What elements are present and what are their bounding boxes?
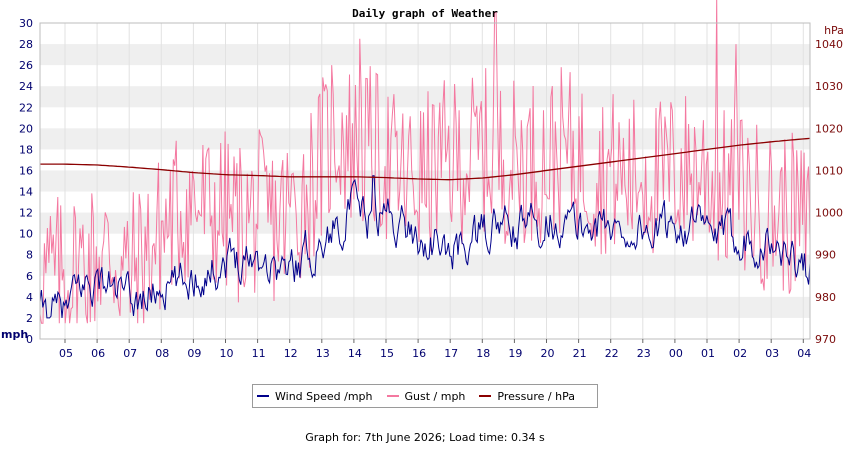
x-tick-label: 17 xyxy=(444,347,458,360)
x-tick-label: 10 xyxy=(220,347,234,360)
legend-label-gust: Gust / mph xyxy=(404,389,466,403)
x-tick-label: 22 xyxy=(605,347,619,360)
y-left-tick-label: 26 xyxy=(19,59,33,72)
y-right-tick-label: 1030 xyxy=(815,80,843,93)
x-tick-label: 02 xyxy=(733,347,747,360)
x-tick-label: 14 xyxy=(348,347,362,360)
left-axis-unit: mph xyxy=(1,328,28,341)
y-left-tick-label: 4 xyxy=(26,291,33,304)
grid-band xyxy=(40,254,810,276)
x-tick-label: 23 xyxy=(637,347,651,360)
x-tick-label: 12 xyxy=(284,347,298,360)
x-tick-label: 16 xyxy=(412,347,426,360)
y-right-tick-label: 990 xyxy=(815,249,836,262)
y-left-tick-label: 18 xyxy=(19,143,33,156)
y-right-tick-label: 1020 xyxy=(815,122,843,135)
y-left-tick-label: 14 xyxy=(19,186,33,199)
series-gust-line xyxy=(39,0,811,324)
right-axis-ticks: 970 980 990 1000 1010 1020 1030 1040 xyxy=(815,38,843,346)
footer-status: Graph for: 7th June 2026; Load time: 0.3… xyxy=(305,431,545,444)
x-tick-label: 04 xyxy=(797,347,811,360)
x-tick-label: 09 xyxy=(187,347,201,360)
y-left-tick-label: 22 xyxy=(19,101,33,114)
series-wind-line xyxy=(39,175,811,319)
x-tick-label: 21 xyxy=(573,347,587,360)
x-axis-ticks: 05 06 07 08 09 10 11 12 13 14 15 16 17 18 19 20 21 22 23 00… xyxy=(59,339,811,360)
legend: Wind Speed /mph Gust / mph Pressure / hP… xyxy=(252,384,598,408)
y-left-tick-label: 20 xyxy=(19,122,33,135)
x-tick-label: 15 xyxy=(380,347,394,360)
x-tick-label: 06 xyxy=(91,347,105,360)
x-tick-label: 19 xyxy=(508,347,522,360)
y-left-tick-label: 10 xyxy=(19,228,33,241)
x-tick-label: 05 xyxy=(59,347,73,360)
y-left-tick-label: 6 xyxy=(26,270,33,283)
series-layer xyxy=(39,0,811,324)
y-right-tick-label: 1040 xyxy=(815,38,843,51)
x-tick-label: 20 xyxy=(541,347,555,360)
series-pressure-line xyxy=(40,137,811,181)
y-right-tick-label: 1010 xyxy=(815,164,843,177)
x-tick-label: 18 xyxy=(476,347,490,360)
grid-band xyxy=(40,86,810,108)
legend-item-gust: Gust / mph xyxy=(386,389,466,403)
legend-label-wind: Wind Speed /mph xyxy=(275,389,373,403)
grid-band xyxy=(40,128,810,150)
legend-item-pressure: Pressure / hPa xyxy=(479,390,575,403)
x-tick-label: 08 xyxy=(155,347,169,360)
legend-label-pressure: Pressure / hPa xyxy=(497,389,575,403)
legend-swatch-gust xyxy=(386,395,399,397)
grid-band xyxy=(40,296,810,318)
y-right-tick-label: 1000 xyxy=(815,207,843,220)
y-left-tick-label: 12 xyxy=(19,207,33,220)
x-tick-label: 11 xyxy=(252,347,266,360)
y-left-tick-label: 30 xyxy=(19,17,33,30)
right-axis-unit: hPa xyxy=(824,24,844,37)
x-tick-label: 00 xyxy=(669,347,683,360)
y-left-tick-label: 2 xyxy=(26,312,33,325)
legend-swatch-pressure xyxy=(479,395,492,397)
y-left-tick-label: 28 xyxy=(19,38,33,51)
y-left-tick-label: 8 xyxy=(26,249,33,262)
legend-item-wind: Wind Speed /mph xyxy=(257,390,373,403)
legend-swatch-wind xyxy=(257,395,269,397)
y-right-tick-label: 980 xyxy=(815,291,836,304)
y-right-tick-label: 970 xyxy=(815,333,836,346)
y-left-tick-label: 0 xyxy=(26,333,33,346)
x-tick-label: 07 xyxy=(123,347,137,360)
y-left-tick-label: 24 xyxy=(19,80,33,93)
plot-frame xyxy=(39,22,811,340)
x-tick-label: 01 xyxy=(701,347,715,360)
chart-title: Daily graph of Weather xyxy=(352,7,498,20)
grid-band xyxy=(40,212,810,234)
y-left-tick-label: 16 xyxy=(19,164,33,177)
x-tick-label: 03 xyxy=(765,347,779,360)
x-tick-label: 13 xyxy=(316,347,330,360)
grid-band xyxy=(40,44,810,66)
